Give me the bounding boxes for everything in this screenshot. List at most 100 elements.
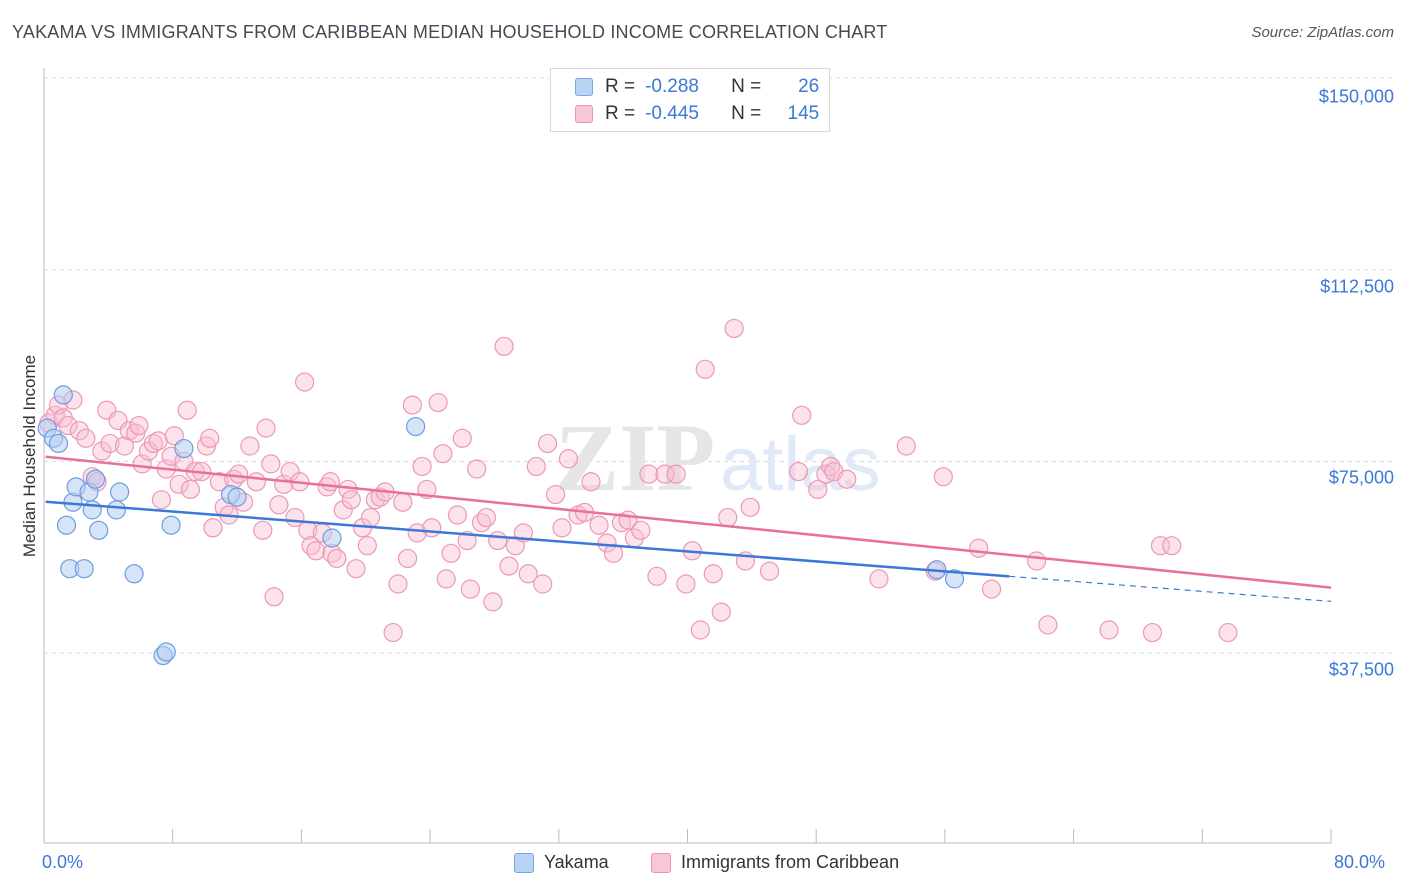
yakama-point	[110, 482, 130, 502]
caribbean-point	[428, 392, 448, 413]
yakama-point	[56, 515, 77, 535]
caribbean-point	[388, 574, 408, 594]
caribbean-point	[655, 464, 675, 484]
caribbean-point	[1162, 536, 1182, 556]
caribbean-point	[164, 426, 184, 446]
caribbean-point	[460, 579, 480, 599]
yakama-trend-extension	[1009, 575, 1332, 602]
caribbean-point	[711, 602, 731, 622]
caribbean-point	[436, 569, 456, 589]
yakama-point	[406, 416, 426, 437]
caribbean-point	[545, 484, 566, 505]
trend-lines	[45, 455, 1332, 602]
yakama-points	[37, 385, 965, 666]
caribbean-point	[129, 415, 149, 436]
caribbean-point	[666, 464, 686, 484]
caribbean-point	[393, 492, 413, 512]
caribbean-trend-line	[45, 455, 1332, 589]
caribbean-point	[896, 436, 916, 456]
caribbean-point	[695, 359, 715, 379]
caribbean-point	[126, 423, 146, 443]
watermark: ZIP atlas	[555, 404, 881, 511]
caribbean-point	[452, 428, 472, 448]
caribbean-point	[631, 520, 651, 540]
caribbean-legend-swatch	[651, 852, 671, 873]
caribbean-point	[148, 431, 168, 451]
yakama-point	[944, 569, 965, 589]
caribbean-point	[200, 428, 220, 448]
caribbean-point	[518, 564, 538, 584]
yakama-point	[227, 487, 247, 507]
caribbean-point	[676, 574, 696, 594]
caribbean-point	[969, 538, 989, 558]
caribbean-point	[457, 530, 477, 551]
yakama-point	[124, 564, 144, 584]
caribbean-point	[360, 507, 381, 528]
caribbean-point	[792, 405, 812, 425]
axes	[43, 68, 1332, 844]
yakama-point	[106, 500, 126, 520]
yakama-point	[53, 385, 73, 405]
caribbean-point	[229, 464, 249, 484]
caribbean-point	[869, 569, 889, 589]
caribbean-point	[100, 433, 120, 454]
caribbean-point	[526, 456, 546, 477]
yakama-point	[156, 642, 176, 662]
caribbean-point	[269, 495, 289, 515]
yakama-point	[161, 515, 181, 535]
stats-row-caribbean: R = -0.445 N = 145	[575, 101, 819, 127]
caribbean-point	[422, 518, 442, 538]
caribbean-point	[558, 449, 579, 469]
y-tick-112500: $112,500	[1320, 276, 1394, 297]
caribbean-point	[589, 515, 609, 535]
legend-item-caribbean[interactable]: Immigrants from Caribbean	[651, 852, 899, 873]
caribbean-point	[494, 336, 514, 356]
y-axis-label: Median Household Income	[20, 354, 39, 558]
caribbean-point	[76, 428, 96, 448]
caribbean-point	[92, 441, 112, 461]
caribbean-point	[597, 533, 617, 553]
caribbean-point	[264, 587, 284, 607]
caribbean-point	[788, 461, 809, 482]
r-label: R =	[605, 103, 636, 124]
n-value-yakama: 26	[798, 76, 820, 97]
caribbean-point	[476, 507, 497, 528]
caribbean-points	[39, 318, 1238, 643]
legend-item-yakama[interactable]: Yakama	[514, 852, 609, 873]
caribbean-point	[552, 518, 572, 538]
r-value-caribbean: -0.445	[645, 103, 699, 124]
caribbean-point	[837, 469, 857, 489]
caribbean-point	[306, 541, 326, 561]
caribbean-point	[441, 543, 461, 563]
y-tick-37500: $37,500	[1328, 659, 1394, 680]
caribbean-point	[1218, 622, 1238, 643]
caribbean-point	[1038, 615, 1058, 635]
caribbean-point	[397, 548, 418, 569]
caribbean-point	[402, 395, 423, 415]
caribbean-point	[177, 400, 197, 420]
yakama-trend-line	[45, 500, 1010, 578]
caribbean-point	[533, 574, 553, 594]
caribbean-point	[203, 518, 223, 538]
caribbean-point	[357, 536, 377, 556]
caribbean-point	[295, 372, 315, 392]
yakama-point	[85, 469, 106, 489]
caribbean-point	[346, 559, 366, 579]
caribbean-point	[320, 472, 340, 492]
n-label: N =	[731, 76, 762, 97]
caribbean-point	[467, 459, 487, 479]
caribbean-point	[433, 444, 453, 464]
caribbean-point	[407, 523, 427, 543]
yakama-point	[89, 520, 109, 540]
watermark-zip: ZIP	[555, 404, 715, 511]
n-value-caribbean: 145	[787, 103, 820, 124]
caribbean-point	[151, 490, 172, 510]
legend-label-yakama: Yakama	[544, 852, 609, 872]
caribbean-point	[981, 579, 1002, 599]
x-tick-max: 80.0%	[1334, 852, 1386, 872]
caribbean-point	[169, 474, 189, 494]
caribbean-point	[69, 421, 89, 441]
caribbean-point	[447, 505, 468, 525]
caribbean-point	[341, 490, 361, 510]
